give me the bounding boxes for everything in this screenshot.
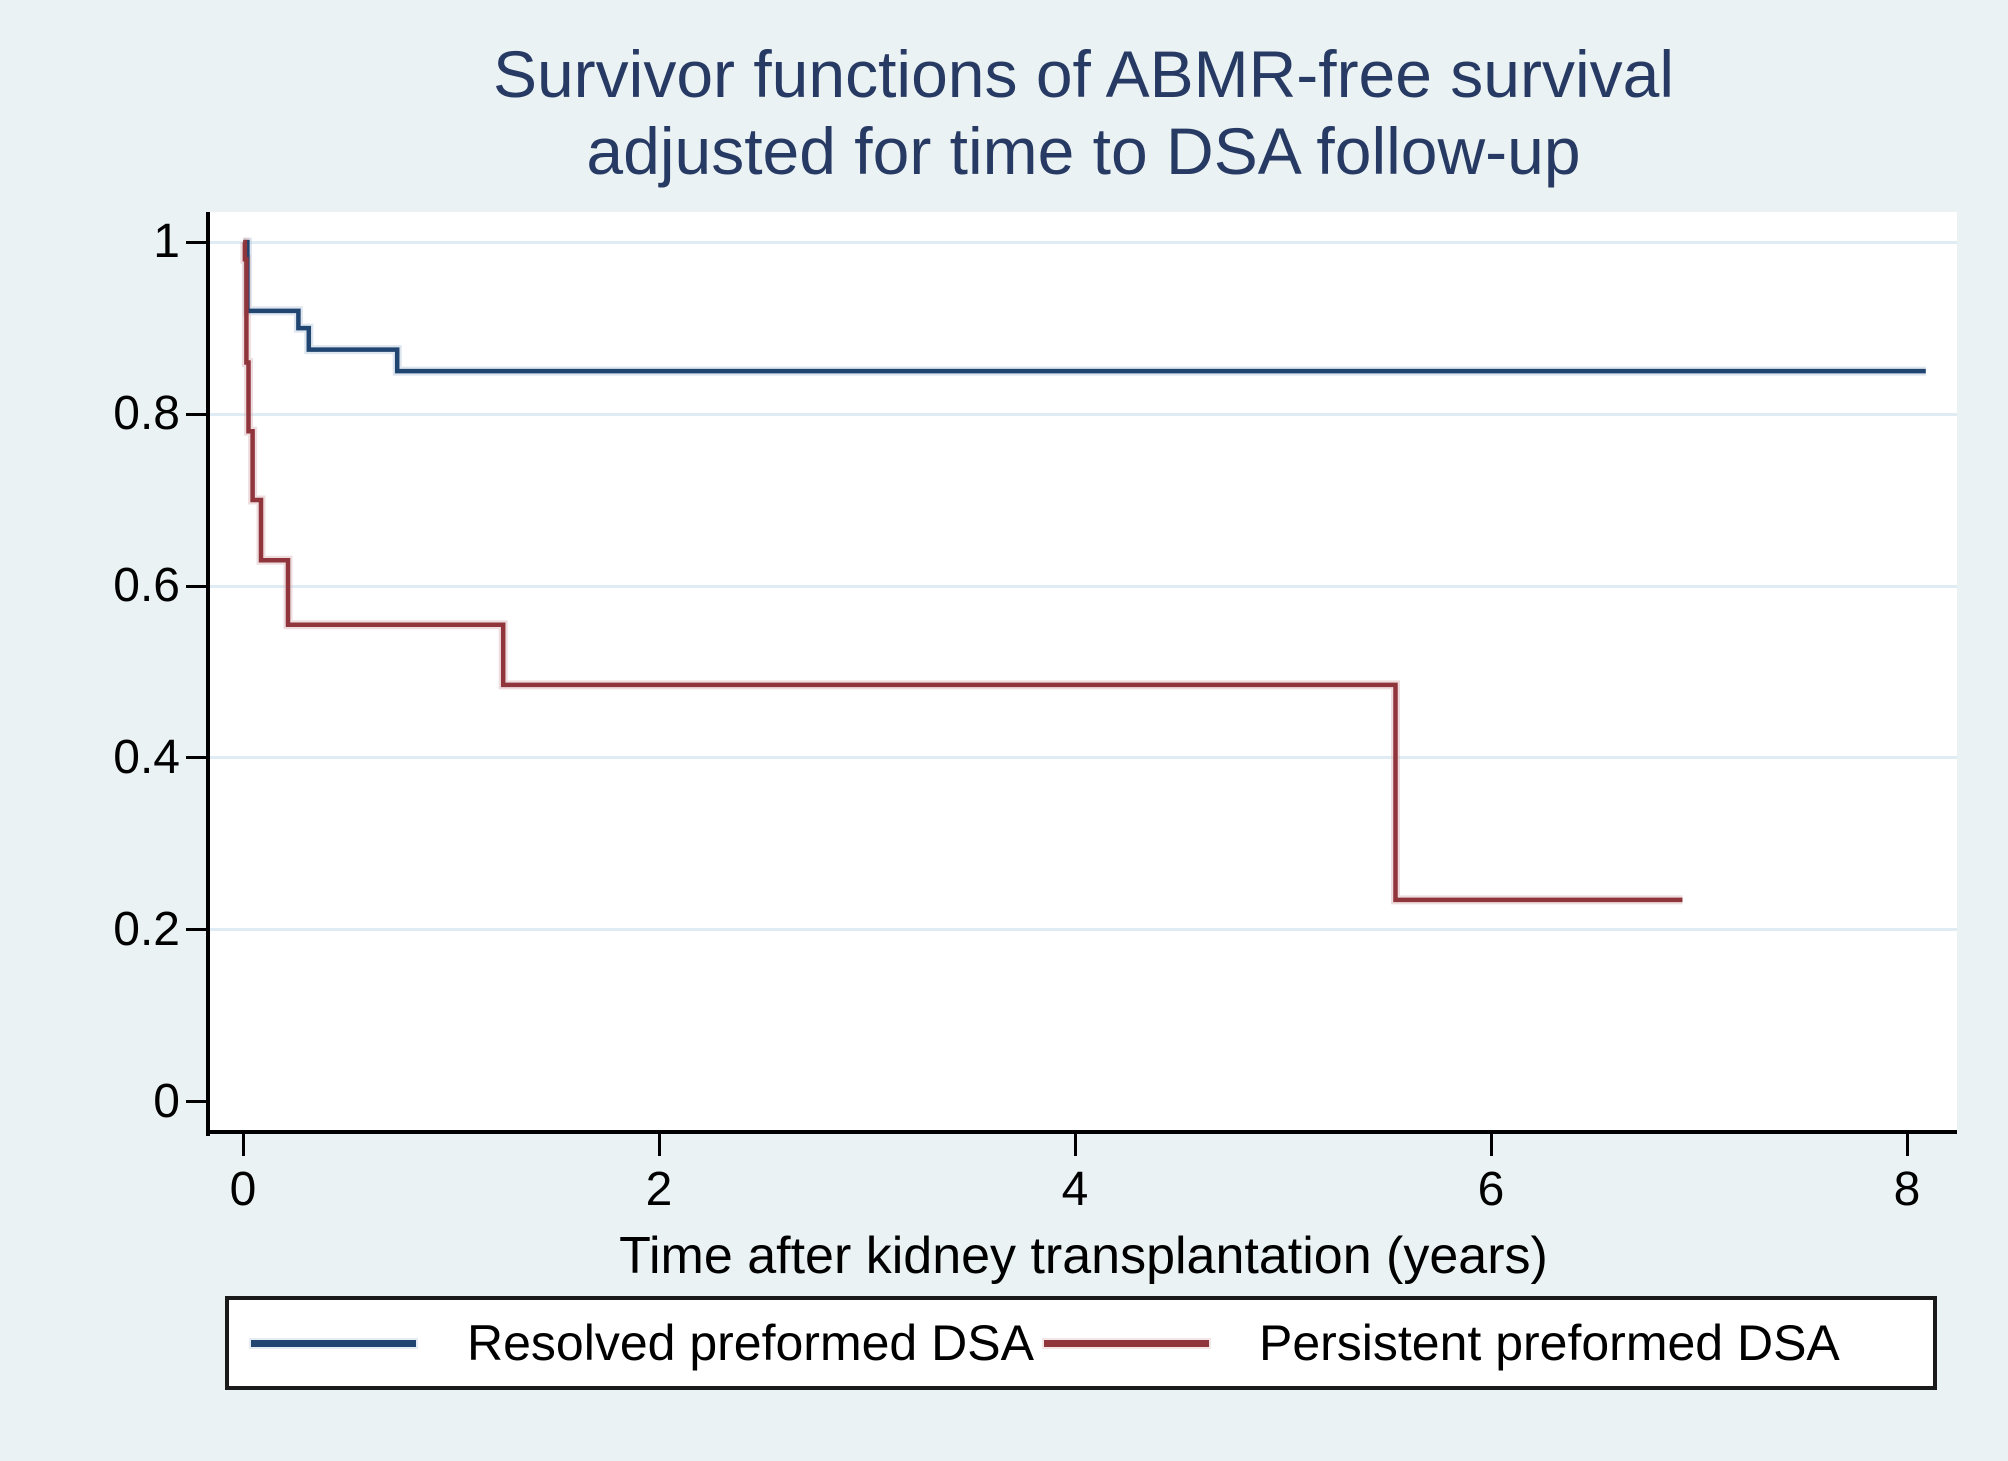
gridline-y-1 (210, 240, 1957, 244)
legend-persistent-label: Persistent preformed DSA (1259, 1315, 1840, 1371)
y-tick-0 (186, 1100, 206, 1103)
x-axis-line (206, 1130, 1957, 1134)
y-tick-label-1: 1 (153, 215, 180, 268)
y-tick-0.6 (186, 585, 206, 588)
survival-curves-svg (240, 237, 1926, 905)
gridline-y-0.8 (210, 412, 1957, 416)
y-tick-label-0.8: 0.8 (113, 387, 180, 440)
x-axis-title: Time after kidney transplantation (years… (619, 1227, 1548, 1285)
gridline-y-0.2 (210, 928, 1957, 932)
chart-title-line2: adjusted for time to DSA follow-up (586, 114, 1581, 188)
persistent-dsa-curve (242, 239, 1683, 903)
resolved-dsa-curve (243, 239, 1926, 374)
chart-title: Survivor functions of ABMR-free survival… (210, 36, 1957, 190)
x-tick-label-0: 0 (229, 1163, 257, 1216)
resolved-dsa-curve-halo (242, 237, 1926, 376)
x-tick-8 (1906, 1134, 1909, 1156)
legend-persistent-line-sample (1044, 1340, 1209, 1347)
gridline-y-0.6 (210, 584, 1957, 588)
y-tick-1 (186, 241, 206, 244)
x-tick-0 (242, 1134, 245, 1156)
x-tick-label-2: 2 (645, 1163, 673, 1216)
chart-title-line1: Survivor functions of ABMR-free survival (492, 37, 1675, 111)
y-tick-0.2 (186, 928, 206, 931)
x-tick-label-8: 8 (1893, 1163, 1921, 1216)
gridline-y-0.4 (210, 756, 1957, 760)
y-tick-0.8 (186, 413, 206, 416)
y-tick-label-0.2: 0.2 (113, 903, 180, 956)
legend-resolved-label: Resolved preformed DSA (467, 1315, 1034, 1371)
x-tick-2 (658, 1134, 661, 1156)
y-axis-line (206, 212, 210, 1136)
y-tick-0.4 (186, 756, 206, 759)
y-tick-label-0: 0 (153, 1075, 180, 1128)
x-tick-6 (1490, 1134, 1493, 1156)
x-tick-4 (1074, 1134, 1077, 1156)
y-tick-label-0.4: 0.4 (113, 731, 180, 784)
legend-resolved-line-sample (251, 1340, 416, 1347)
x-tick-label-6: 6 (1477, 1163, 1505, 1216)
x-tick-label-4: 4 (1061, 1163, 1089, 1216)
y-tick-label-0.6: 0.6 (113, 559, 180, 612)
persistent-dsa-curve-halo (240, 237, 1683, 905)
legend: Resolved preformed DSA Persistent preform… (225, 1296, 1937, 1390)
plot-area (210, 212, 1957, 1132)
